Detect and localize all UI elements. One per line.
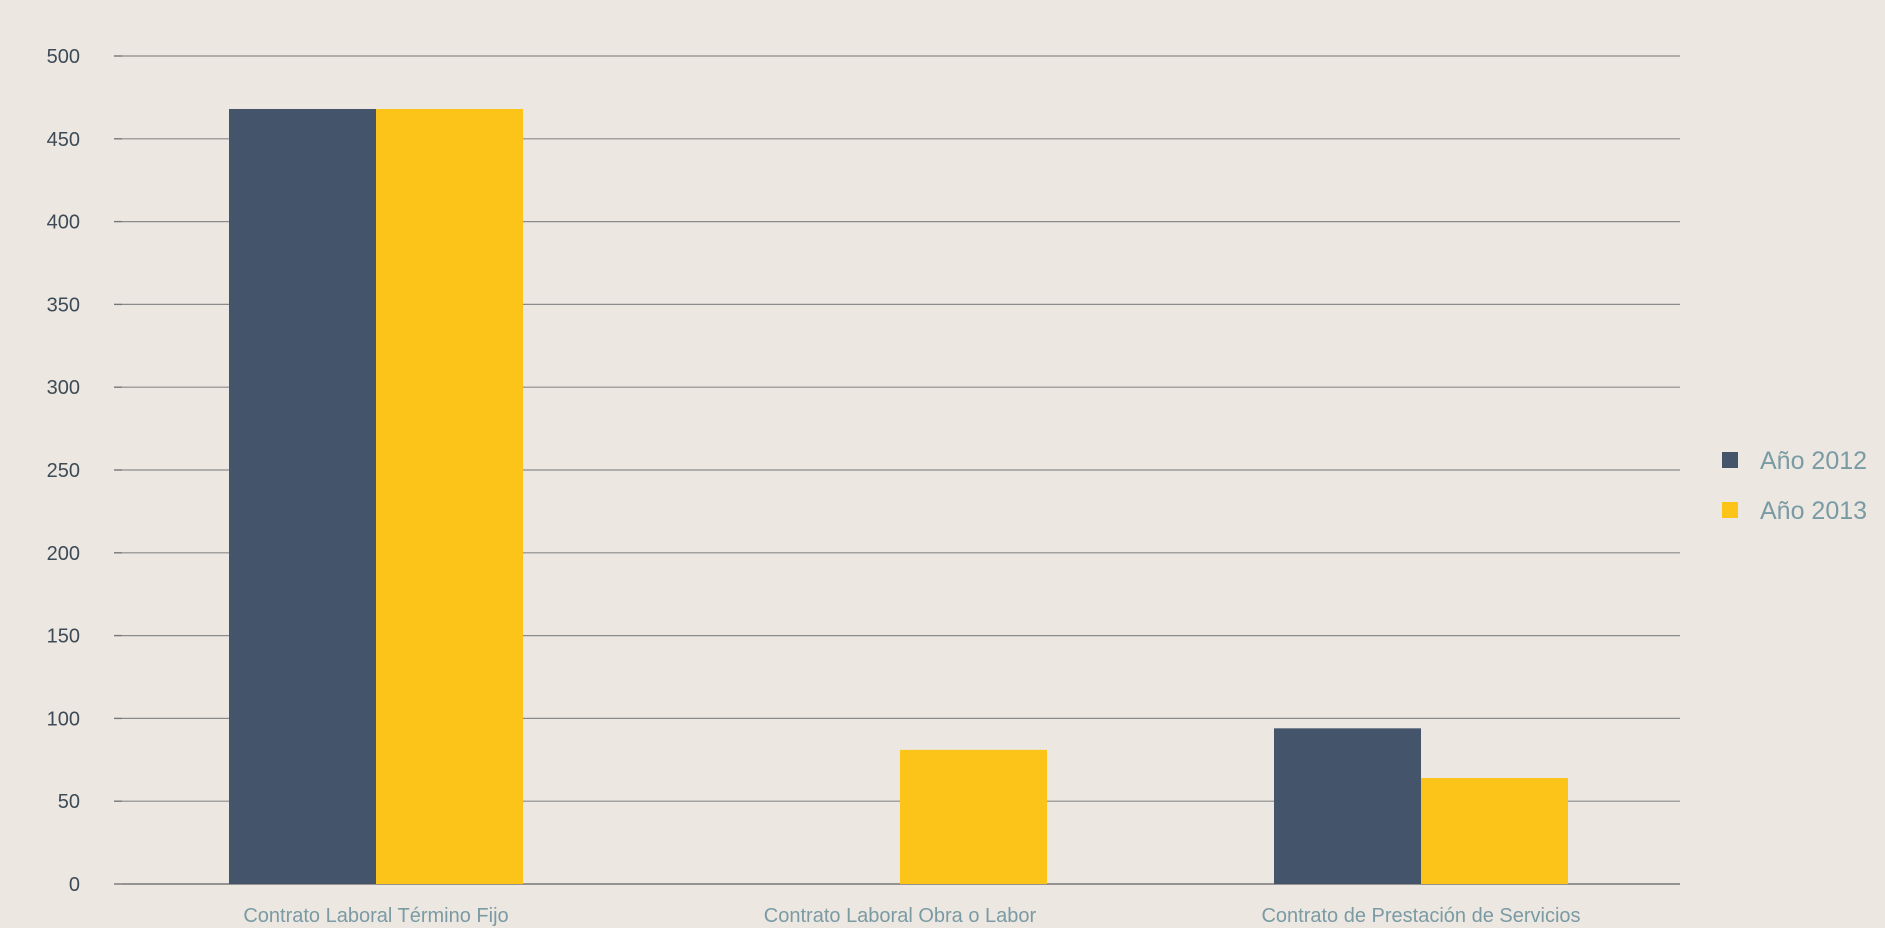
legend-swatch [1722,452,1738,468]
y-tick-label: 400 [47,212,80,234]
legend-label: Año 2013 [1760,497,1867,525]
y-tick-label: 50 [58,791,80,813]
bars [229,108,1568,884]
y-tick-label: 500 [47,46,80,68]
bar-2012-cat-2 [1274,728,1421,884]
bar-2013-cat-1 [900,749,1047,884]
y-tick-label: 300 [47,377,80,399]
x-category-label: Contrato Laboral Obra o Labor [764,905,1037,927]
legend: Año 2012 Año 2013 [1722,447,1867,525]
y-tick-label: 250 [47,460,80,482]
x-category-label: Contrato Laboral Término Fijo [243,905,508,927]
x-axis-categories: Contrato Laboral Término Fijo Contrato La… [243,905,1580,927]
bar-2013-cat-0 [376,108,523,884]
bar-2012-cat-0 [229,108,376,884]
x-category-label: Contrato de Prestación de Servicios [1261,905,1580,927]
legend-label: Año 2012 [1760,447,1867,475]
y-tick-label: 150 [47,626,80,648]
y-axis-ticks: 0 50 100 150 200 250 300 350 400 450 500 [47,46,80,896]
legend-swatch [1722,502,1738,518]
y-tick-label: 200 [47,543,80,565]
y-tick-label: 100 [47,708,80,730]
y-tick-label: 450 [47,129,80,151]
y-tick-label: 0 [69,874,80,896]
bar-2013-cat-2 [1421,778,1568,884]
y-tick-label: 350 [47,294,80,316]
